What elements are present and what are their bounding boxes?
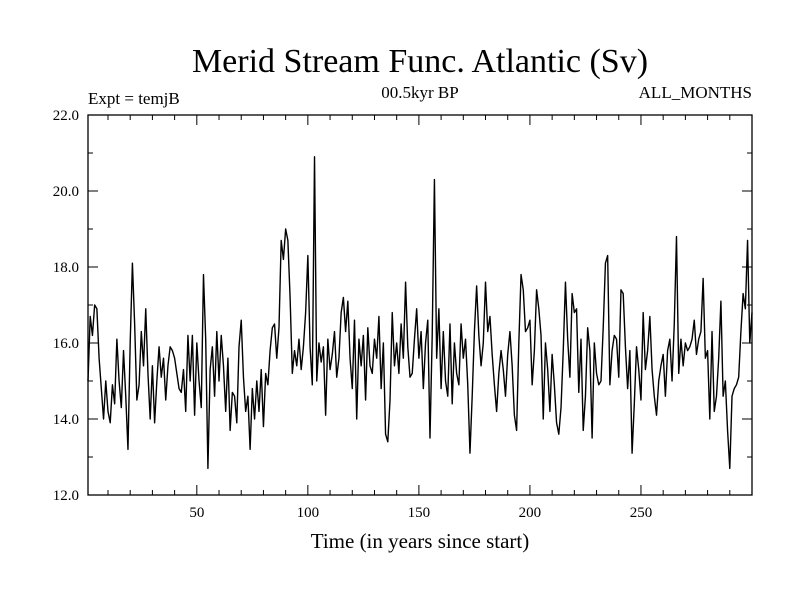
x-tick-label: 100 <box>297 505 320 521</box>
period-label: 00.5kyr BP <box>381 83 458 102</box>
y-tick-label: 16.0 <box>53 336 79 352</box>
y-tick-label: 20.0 <box>53 184 79 200</box>
series-line <box>87 156 753 470</box>
y-tick-label: 22.0 <box>53 108 79 124</box>
series-layer <box>87 156 753 470</box>
months-label: ALL_MONTHS <box>639 83 752 102</box>
x-tick-label: 50 <box>189 505 204 521</box>
y-tick-label: 18.0 <box>53 260 79 276</box>
x-tick-label: 200 <box>519 505 542 521</box>
plot-frame <box>87 114 753 496</box>
y-tick-label: 14.0 <box>53 412 79 428</box>
experiment-label: Expt = temjB <box>88 89 180 108</box>
x-tick-label: 150 <box>408 505 431 521</box>
axis-ticks: 12.0 14.0 16.0 18.0 20.0 22.0 50 100 150 200 250 <box>53 108 752 521</box>
y-tick-label: 12.0 <box>53 488 79 504</box>
x-axis-label: Time (in years since start) <box>311 529 530 553</box>
x-tick-label: 250 <box>630 505 653 521</box>
chart-title: Merid Stream Func. Atlantic (Sv) <box>192 43 648 80</box>
